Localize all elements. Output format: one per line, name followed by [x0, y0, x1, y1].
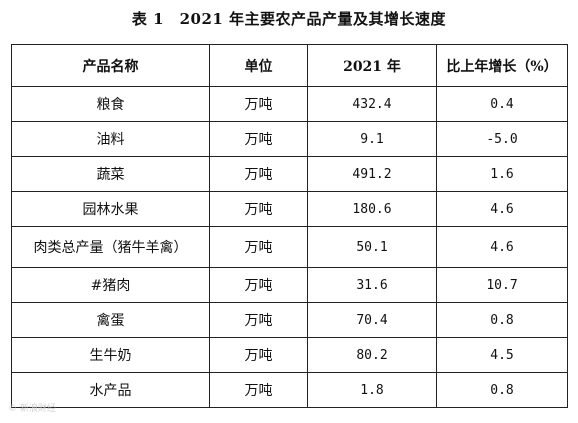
cell-product-name: 生牛奶: [11, 337, 210, 373]
header-year-2021: 2021 年: [307, 44, 437, 87]
cell-product-name: 水产品: [11, 372, 210, 408]
table-row: 水产品 万吨 1.8 0.8: [11, 372, 568, 408]
cell-unit: 万吨: [209, 156, 308, 192]
header-product-name: 产品名称: [11, 44, 210, 87]
cell-unit: 万吨: [209, 267, 308, 303]
cell-product-name: 园林水果: [11, 191, 210, 227]
cell-value: 1.8: [307, 372, 437, 408]
table-row: 蔬菜 万吨 491.2 1.6: [11, 156, 568, 192]
cell-unit: 万吨: [209, 337, 308, 373]
cell-value: 491.2: [307, 156, 437, 192]
cell-product-name: 粮食: [11, 86, 210, 122]
cell-unit: 万吨: [209, 302, 308, 338]
cell-growth: 4.6: [436, 191, 568, 227]
table-header-row: 产品名称 单位 2021 年 比上年增长（%）: [11, 44, 568, 87]
cell-product-name: #猪肉: [11, 267, 210, 303]
cell-growth: 4.5: [436, 337, 568, 373]
cell-growth: 4.6: [436, 226, 568, 268]
cell-unit: 万吨: [209, 372, 308, 408]
table-title: 表 1 2021 年主要农产品产量及其增长速度: [131, 10, 447, 28]
cell-value: 9.1: [307, 121, 437, 157]
cell-value: 180.6: [307, 191, 437, 227]
cell-product-name: 禽蛋: [11, 302, 210, 338]
cell-growth: 0.4: [436, 86, 568, 122]
cell-value: 70.4: [307, 302, 437, 338]
cell-value: 432.4: [307, 86, 437, 122]
watermark: © 新浪财经: [8, 404, 56, 414]
header-unit: 单位: [209, 44, 308, 87]
cell-unit: 万吨: [209, 86, 308, 122]
cell-value: 80.2: [307, 337, 437, 373]
cell-growth: 0.8: [436, 372, 568, 408]
cell-unit: 万吨: [209, 121, 308, 157]
table-row: 禽蛋 万吨 70.4 0.8: [11, 302, 568, 338]
cell-growth: 0.8: [436, 302, 568, 338]
cell-value: 50.1: [307, 226, 437, 268]
cell-growth: 1.6: [436, 156, 568, 192]
cell-product-name: 蔬菜: [11, 156, 210, 192]
cell-value: 31.6: [307, 267, 437, 303]
cell-unit: 万吨: [209, 191, 308, 227]
cell-unit: 万吨: [209, 226, 308, 268]
cell-growth: -5.0: [436, 121, 568, 157]
cell-growth: 10.7: [436, 267, 568, 303]
table-row: 生牛奶 万吨 80.2 4.5: [11, 337, 568, 373]
table-row: 肉类总产量（猪牛羊禽） 万吨 50.1 4.6: [11, 226, 568, 268]
cell-product-name: 肉类总产量（猪牛羊禽）: [11, 226, 210, 268]
header-growth: 比上年增长（%）: [436, 44, 568, 87]
table-row: 园林水果 万吨 180.6 4.6: [11, 191, 568, 227]
production-table: 产品名称 单位 2021 年 比上年增长（%） 粮食 万吨 432.4 0.4 …: [11, 44, 568, 408]
cell-product-name: 油料: [11, 121, 210, 157]
table-row: 粮食 万吨 432.4 0.4: [11, 86, 568, 122]
table-row: 油料 万吨 9.1 -5.0: [11, 121, 568, 157]
table-row: #猪肉 万吨 31.6 10.7: [11, 267, 568, 303]
